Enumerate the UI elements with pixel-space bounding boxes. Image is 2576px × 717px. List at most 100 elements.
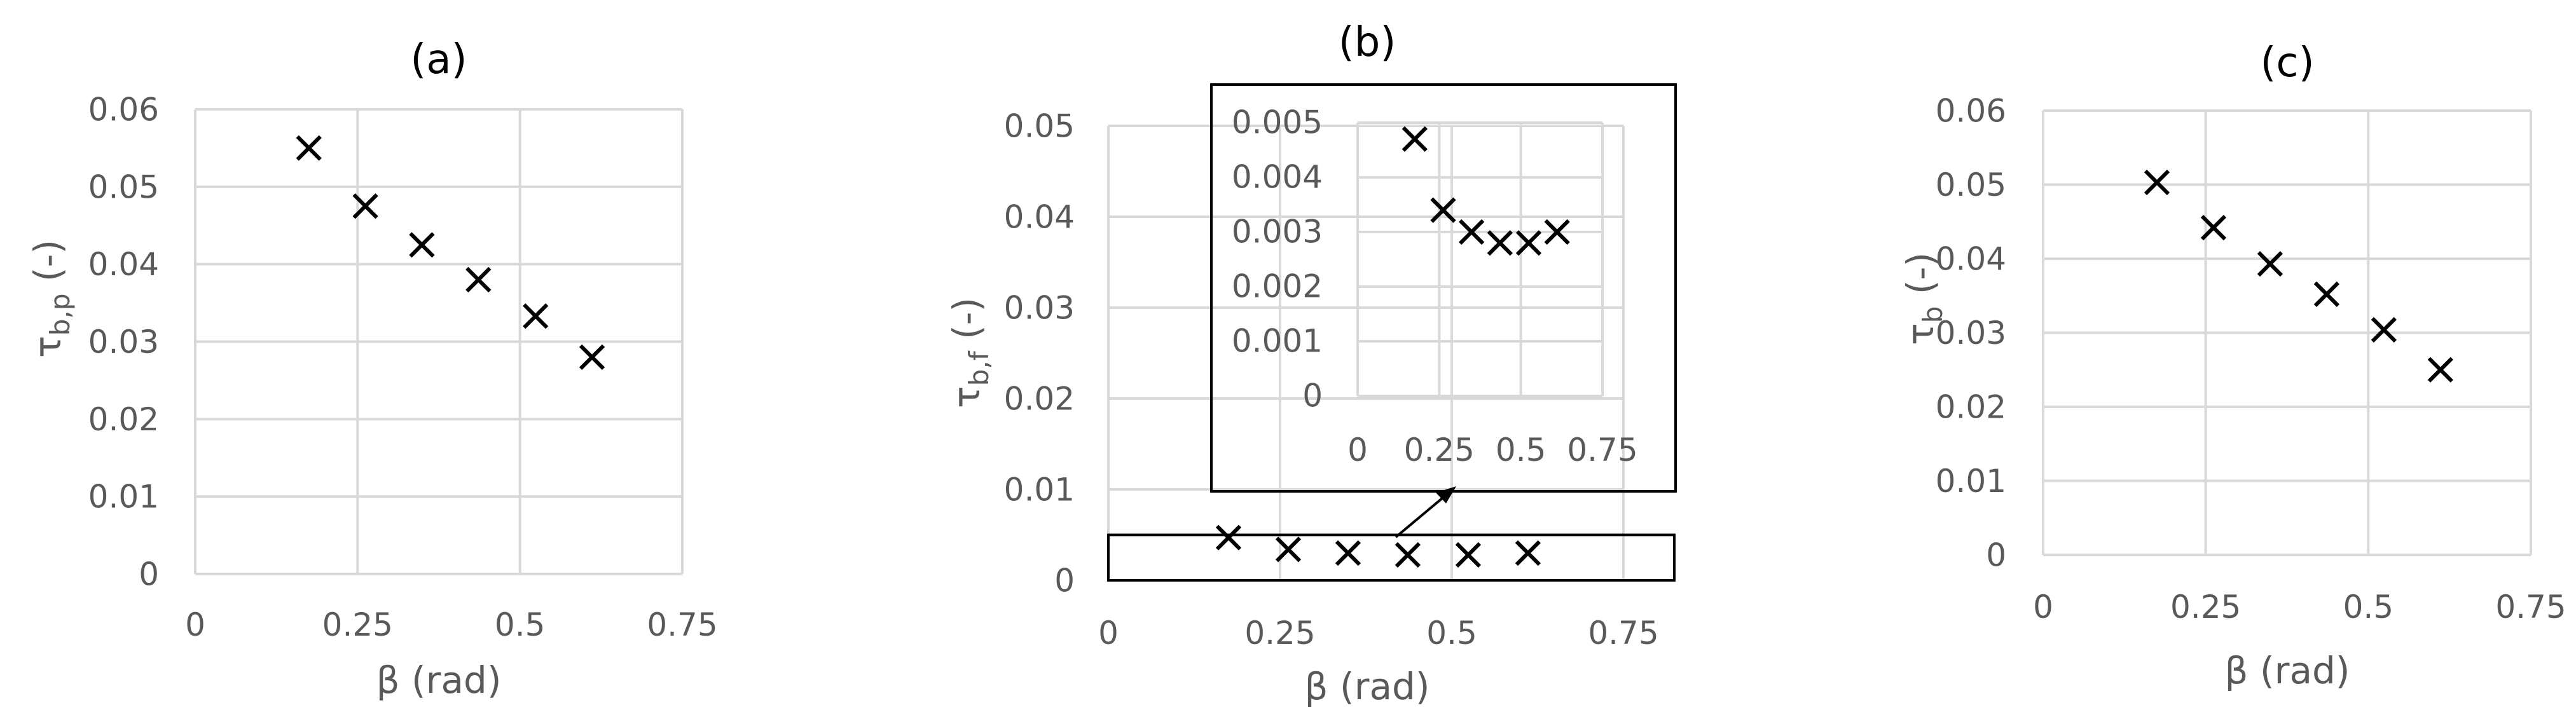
panel-c-y-tick-label: 0 (1986, 537, 2006, 574)
panel-b-inset-data-point-stroke (1402, 126, 1428, 152)
panel-a-data-point-stroke (409, 232, 435, 258)
panel-c: (c) 0 0.01 0.02 0.03 0.04 0.05 0.06 0 0.25 0.5 0.… (1899, 39, 2566, 692)
panel-a-data-point (579, 344, 605, 370)
panel-a-title: (a) (410, 36, 467, 83)
panel-b-data-point (1335, 540, 1361, 566)
panel-a-data-point-stroke (352, 193, 378, 219)
panel-b-title: (b) (1339, 19, 1396, 66)
panel-a-y-tick-label: 0.01 (88, 479, 159, 516)
panel-a: (a) 0 0.01 0.02 0.03 0.04 0.05 0.06 0 0.25 0.5 0.… (26, 36, 718, 702)
panel-b-inset-y-tick-label: 0 (1302, 377, 1323, 414)
panel-b: (b) 0 0.01 0.02 0.03 0.04 0.05 0 0.25 0.5 0.75 0… (945, 19, 1677, 708)
panel-b-inset-markers (1402, 126, 1570, 256)
panel-b-inset-x-tick-label: 0.25 (1404, 432, 1475, 468)
panel-b-inset-data-point-stroke (1487, 230, 1513, 256)
panel-a-x-tick-label: 0.25 (322, 606, 393, 643)
panel-a-x-ticks: 0 0.25 0.5 0.75 (185, 606, 718, 643)
panel-a-x-axis-label: β (rad) (376, 659, 502, 702)
panel-b-zoom-arrow (1395, 493, 1448, 538)
panel-b-data-point-stroke (1275, 536, 1302, 563)
panel-c-data-point (2200, 214, 2227, 241)
panel-c-y-tick-label: 0.01 (1936, 463, 2006, 500)
panel-c-data-point-stroke (2313, 281, 2340, 308)
panel-b-inset-x-tick-label: 0.5 (1496, 432, 1546, 468)
panel-a-data-point-stroke (296, 135, 322, 161)
panel-b-inset-x-ticks: 0 0.25 0.5 0.75 (1347, 432, 1638, 468)
panel-a-y-tick-label: 0.02 (88, 401, 159, 438)
panel-b-data-point (1515, 540, 1541, 566)
panel-a-y-tick-label: 0 (139, 556, 159, 593)
panel-a-data-point (465, 266, 492, 293)
panel-b-data-point (1215, 524, 1242, 550)
panel-b-data-point-stroke (1215, 524, 1242, 550)
panel-b-inset-x-tick-label: 0.75 (1567, 432, 1637, 468)
panel-b-y-axis-label: τb,f (-) (945, 297, 995, 408)
panel-c-data-point (2371, 317, 2397, 343)
panel-a-x-tick-label: 0.5 (495, 606, 546, 643)
panel-a-gridlines (194, 108, 684, 575)
panel-a-data-point-stroke (523, 303, 549, 329)
panel-c-title: (c) (2260, 39, 2314, 86)
panel-c-data-point (2257, 251, 2283, 277)
panel-b-data-point-stroke (1455, 542, 1482, 568)
panel-c-data-point-stroke (2144, 169, 2170, 196)
panel-a-data-point-stroke (579, 344, 605, 370)
panel-c-data-point-stroke (2427, 357, 2453, 383)
panel-b-gridlines (1107, 125, 1625, 582)
panel-c-data-point (2427, 357, 2453, 383)
panel-b-inset-y-tick-label: 0.003 (1232, 213, 1323, 250)
panel-b-x-tick-label: 0.25 (1244, 615, 1315, 652)
panel-a-x-tick-label: 0.75 (647, 606, 717, 643)
panel-b-inset-x-tick-label: 0 (1347, 432, 1368, 468)
panel-a-data-point (352, 193, 378, 219)
panel-b-x-tick-label: 0 (1098, 615, 1119, 652)
panel-b-data-point-stroke (1335, 540, 1361, 566)
panel-b-y-tick-label: 0.04 (1004, 199, 1075, 236)
panel-b-inset-data-point-stroke (1430, 197, 1456, 223)
panel-c-y-tick-label: 0.02 (1936, 389, 2006, 426)
panel-c-y-axis-label: τb (-) (1899, 252, 1948, 345)
panel-b-x-axis-label: β (rad) (1305, 665, 1430, 708)
panel-c-x-tick-label: 0.25 (2170, 589, 2241, 625)
panel-b-y-tick-label: 0.03 (1004, 290, 1075, 327)
panel-c-data-point-stroke (2200, 214, 2227, 241)
panel-c-y-tick-label: 0.05 (1936, 167, 2006, 203)
panel-b-inset-frame (1210, 83, 1677, 493)
panel-b-inset-y-ticks: 0 0.001 0.002 0.003 0.004 0.005 (1232, 104, 1323, 414)
panel-b-inset-data-point (1402, 126, 1428, 152)
panel-c-data-point (2144, 169, 2170, 196)
panel-a-y-tick-label: 0.06 (88, 92, 159, 128)
panel-c-y-tick-label: 0.04 (1936, 241, 2006, 278)
panel-c-x-tick-label: 0.5 (2343, 589, 2394, 625)
panel-b-inset-data-point-stroke (1459, 219, 1485, 245)
panel-b-x-ticks: 0 0.25 0.5 0.75 (1098, 615, 1659, 652)
panel-b-data-point (1455, 542, 1482, 568)
panel-b-inset-y-tick-label: 0.001 (1232, 322, 1323, 359)
panel-b-inset-data-point (1515, 230, 1542, 256)
panel-b-inset-gridlines (1356, 121, 1604, 397)
panel-b-y-tick-label: 0.01 (1004, 472, 1075, 509)
panel-b-inset-y-tick-label: 0.002 (1232, 268, 1323, 304)
panel-c-markers (2144, 169, 2453, 383)
panel-b-data-point-stroke (1515, 540, 1541, 566)
panel-b-inset-data-point (1459, 219, 1485, 245)
panel-c-x-tick-label: 0.75 (2495, 589, 2566, 625)
panel-b-x-tick-label: 0.5 (1426, 615, 1477, 652)
panel-b-inset-data-point-stroke (1544, 219, 1570, 245)
panel-a-y-ticks: 0 0.01 0.02 0.03 0.04 0.05 0.06 (88, 92, 159, 593)
panel-a-x-tick-label: 0 (185, 606, 205, 643)
panel-b-highlight-box (1107, 533, 1676, 582)
panel-b-inset-y-tick-label: 0.005 (1232, 104, 1323, 140)
panel-b-inset-data-point-stroke (1515, 230, 1542, 256)
panel-b-y-ticks: 0 0.01 0.02 0.03 0.04 0.05 (1004, 108, 1075, 599)
panel-b-inset-data-point (1487, 230, 1513, 256)
panel-b-inset-y-tick-label: 0.004 (1232, 158, 1323, 195)
panel-b-inset-data-point (1544, 219, 1570, 245)
panel-b-data-point (1275, 536, 1302, 563)
panel-c-x-ticks: 0 0.25 0.5 0.75 (2033, 589, 2566, 625)
panel-a-y-tick-label: 0.04 (88, 246, 159, 283)
panel-c-x-tick-label: 0 (2033, 589, 2053, 625)
panel-a-y-tick-label: 0.03 (88, 324, 159, 360)
panel-b-x-tick-label: 0.75 (1588, 615, 1658, 652)
